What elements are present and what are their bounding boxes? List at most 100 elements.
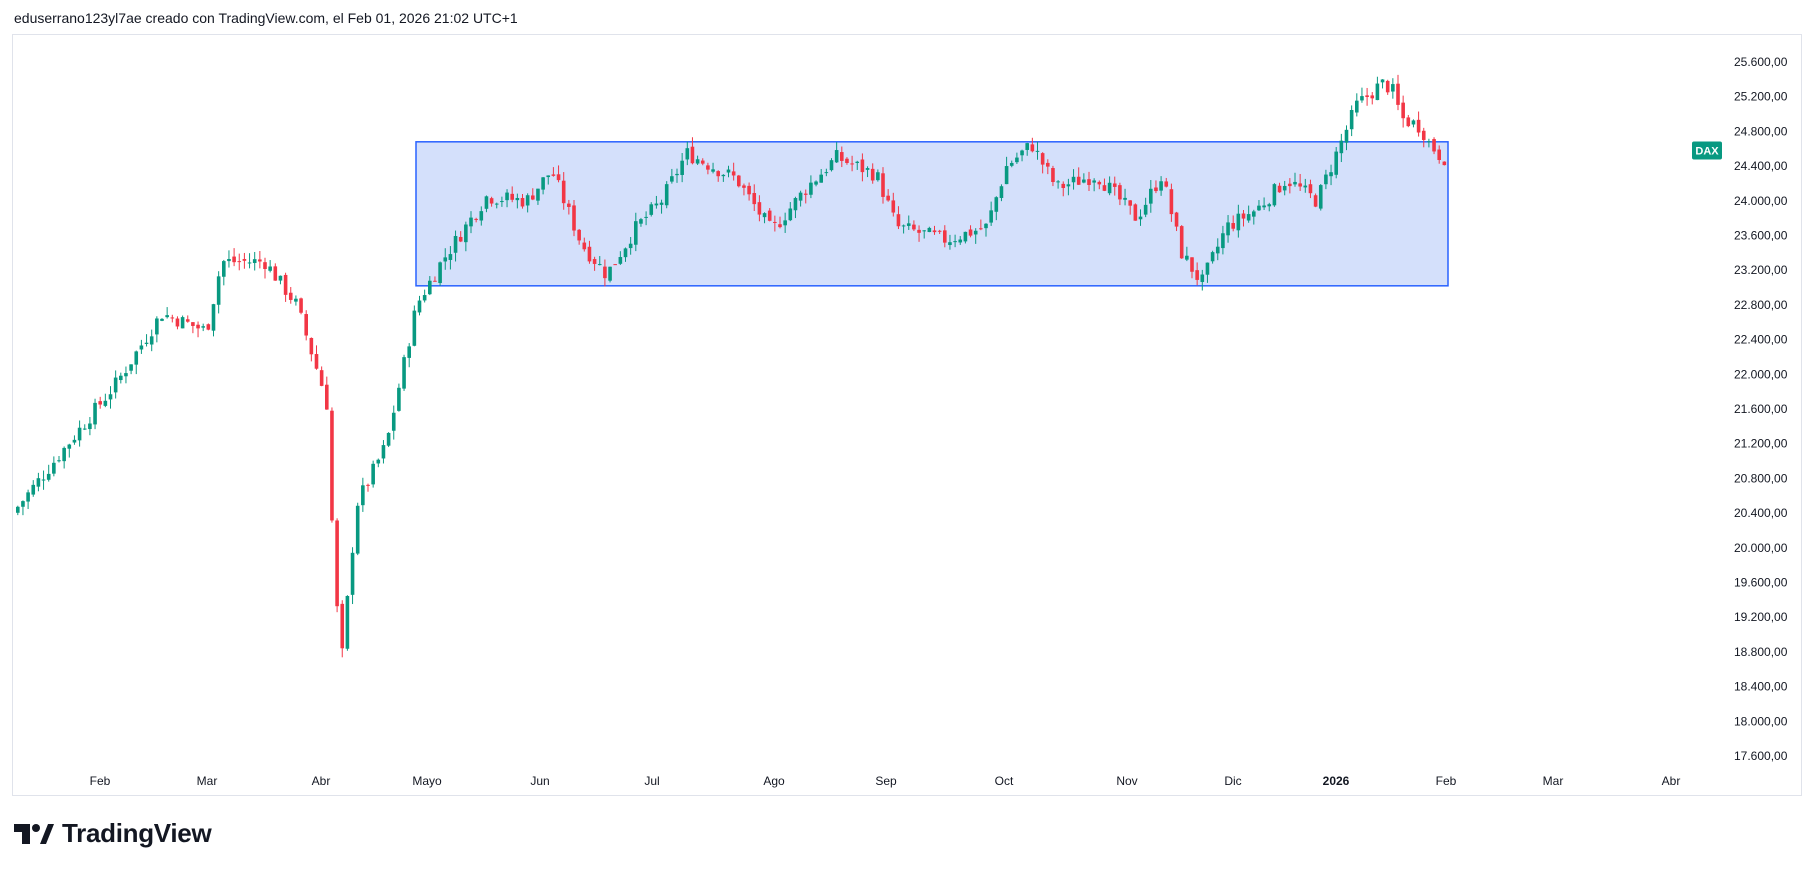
- candle-body: [798, 192, 803, 201]
- candle-body: [803, 193, 808, 195]
- candle-body: [283, 274, 288, 295]
- candle: [505, 189, 509, 208]
- candle-body: [922, 230, 926, 232]
- candle-body: [1051, 168, 1055, 183]
- candle-body: [263, 262, 267, 269]
- candle-body: [644, 216, 648, 218]
- candle: [587, 240, 592, 264]
- candle: [541, 177, 545, 195]
- candle-body: [901, 225, 906, 227]
- y-tick-label: 24.000,00: [1734, 194, 1788, 208]
- y-tick-label: 21.600,00: [1734, 402, 1788, 416]
- candle: [1370, 92, 1375, 105]
- candle-body: [788, 208, 793, 221]
- candle: [479, 206, 484, 226]
- candle: [762, 212, 767, 224]
- candle: [644, 211, 648, 226]
- candle-body: [1035, 150, 1040, 152]
- candle-body: [72, 439, 77, 443]
- candle-body: [206, 324, 211, 330]
- candle: [299, 297, 303, 315]
- candle-body: [16, 506, 20, 513]
- candle: [1190, 257, 1194, 279]
- candle-body: [597, 264, 602, 266]
- candle-body: [1200, 274, 1205, 282]
- candle-body: [1138, 216, 1143, 220]
- candle-body: [855, 161, 860, 163]
- candle: [1020, 149, 1024, 162]
- candle: [778, 216, 782, 229]
- candle-body: [1133, 204, 1138, 221]
- candle-body: [1427, 141, 1431, 143]
- candle: [98, 396, 102, 409]
- candle-body: [1112, 183, 1117, 187]
- candle-body: [422, 295, 427, 301]
- candle: [814, 180, 818, 187]
- x-tick-label: Abr: [1662, 774, 1681, 788]
- candle-body: [881, 173, 885, 197]
- candle-body: [1339, 140, 1344, 154]
- candle: [927, 226, 932, 233]
- candle-body: [119, 375, 123, 381]
- candle: [1318, 184, 1323, 211]
- candle: [829, 158, 834, 172]
- candle-body: [1442, 161, 1447, 166]
- candle-body: [113, 377, 118, 393]
- candle: [1406, 114, 1411, 128]
- candle: [469, 211, 473, 234]
- candle-body: [1313, 195, 1318, 207]
- candle: [742, 183, 746, 196]
- candle: [922, 230, 926, 239]
- candle-body: [582, 242, 587, 250]
- candle-body: [536, 188, 540, 201]
- candle-body: [1030, 144, 1035, 152]
- candle: [46, 464, 51, 482]
- candle-body: [1308, 184, 1313, 194]
- candle-body: [1143, 204, 1148, 215]
- candle: [1252, 209, 1256, 225]
- price-axis[interactable]: 25.600,00 25.200,00 24.800,00 24.400,00 24.0…: [1734, 55, 1788, 763]
- candle-body: [1169, 189, 1174, 215]
- candle-body: [515, 197, 520, 201]
- candle: [670, 168, 674, 184]
- candle: [1375, 76, 1380, 101]
- candle: [36, 472, 41, 492]
- tradingview-brand[interactable]: TradingView: [14, 818, 212, 849]
- candle: [325, 376, 329, 410]
- candle: [1421, 127, 1426, 148]
- candle: [1200, 269, 1205, 291]
- candle-body: [675, 173, 679, 176]
- candle-body: [1246, 214, 1251, 221]
- candle-body: [850, 163, 854, 165]
- candle: [1334, 147, 1338, 179]
- candle: [448, 246, 453, 270]
- candle-body: [453, 235, 458, 253]
- candle-body: [1277, 185, 1282, 193]
- candle-body: [355, 505, 360, 554]
- candle-body: [391, 412, 396, 431]
- candle-body: [1391, 84, 1395, 92]
- candle-body: [93, 402, 97, 425]
- candle-body: [829, 160, 834, 171]
- candle-body: [52, 462, 56, 474]
- candle: [1040, 152, 1045, 174]
- candle: [675, 168, 679, 183]
- candle: [1061, 181, 1066, 197]
- candle: [973, 228, 978, 244]
- candle-body: [726, 169, 731, 173]
- candle-body: [26, 492, 30, 502]
- candle: [1087, 171, 1091, 192]
- candle-body: [1267, 204, 1272, 207]
- candle-body: [1421, 130, 1426, 140]
- candle-body: [412, 310, 417, 346]
- candle-body: [670, 176, 674, 182]
- candle: [1329, 164, 1333, 186]
- candle-body: [1066, 184, 1071, 187]
- candle-body: [1252, 211, 1256, 217]
- x-tick-label: Abr: [312, 774, 331, 788]
- candle-body: [1303, 185, 1308, 188]
- candle-body: [767, 210, 772, 221]
- time-axis[interactable]: Feb Mar Abr Mayo Jun Jul Ago Sep Oct Nov Dic 2026 Fe…: [90, 774, 1681, 788]
- candle: [659, 199, 664, 214]
